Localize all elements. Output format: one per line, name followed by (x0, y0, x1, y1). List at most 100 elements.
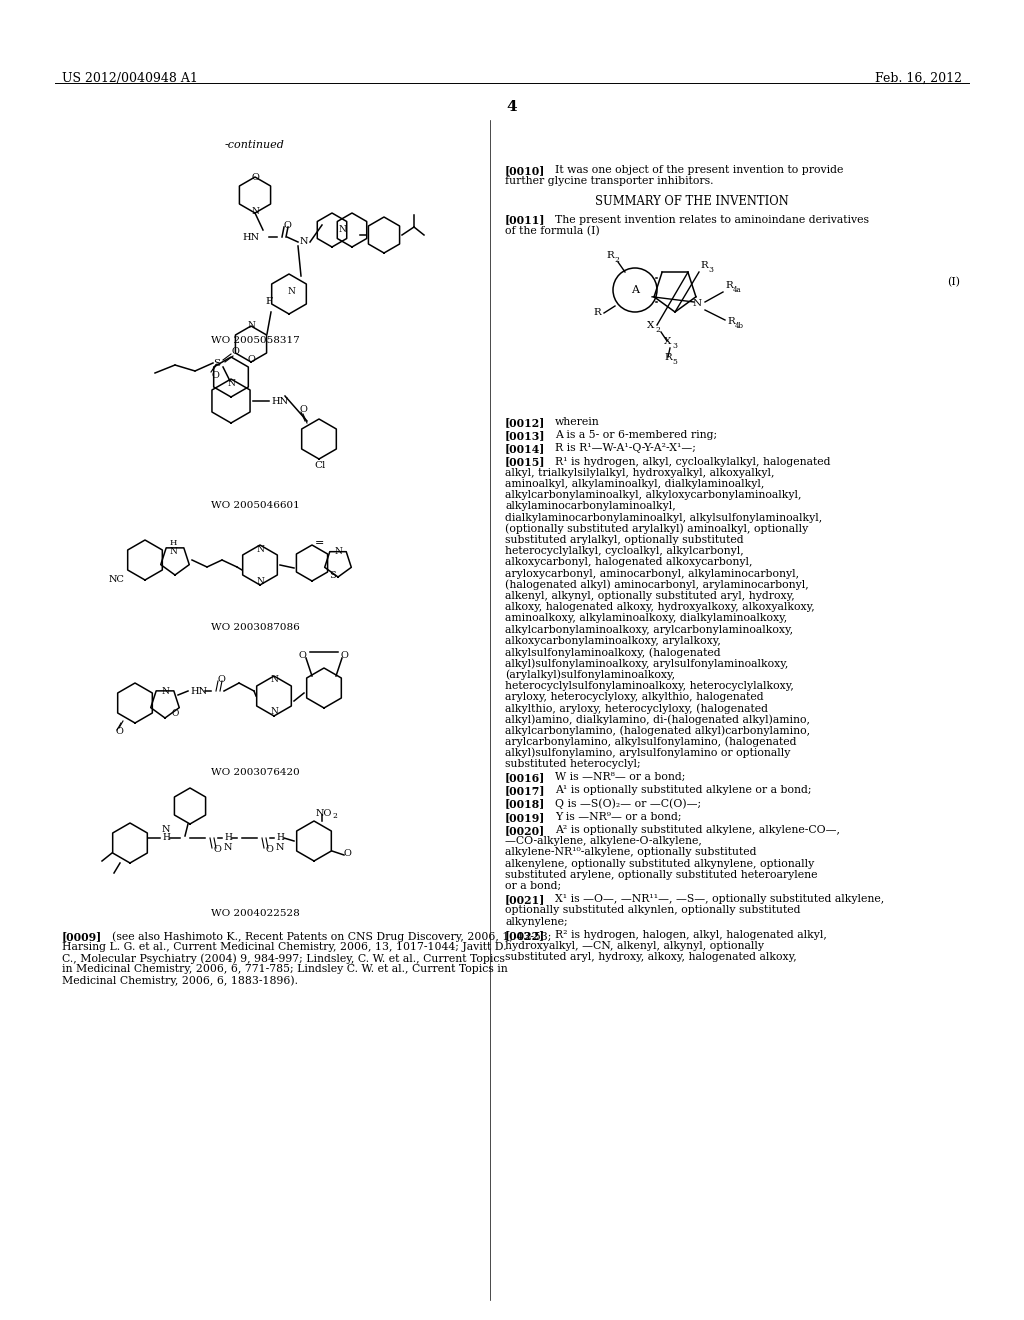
Text: Y is —NR⁹— or a bond;: Y is —NR⁹— or a bond; (555, 812, 682, 822)
Text: Medicinal Chemistry, 2006, 6, 1883-1896).: Medicinal Chemistry, 2006, 6, 1883-1896)… (62, 975, 298, 986)
Text: heterocyclylalkyl, cycloalkyl, alkylcarbonyl,: heterocyclylalkyl, cycloalkyl, alkylcarb… (505, 546, 743, 556)
Text: X¹ is —O—, —NR¹¹—, —S—, optionally substituted alkylene,: X¹ is —O—, —NR¹¹—, —S—, optionally subst… (555, 894, 885, 904)
Text: R: R (725, 281, 733, 290)
Text: or a bond;: or a bond; (505, 880, 561, 891)
Text: [0011]: [0011] (505, 215, 546, 226)
Text: N: N (224, 842, 232, 851)
Text: heterocyclylsulfonylaminoalkoxy, heterocyclylalkoxy,: heterocyclylsulfonylaminoalkoxy, heteroc… (505, 681, 794, 690)
Text: Feb. 16, 2012: Feb. 16, 2012 (874, 73, 962, 84)
Text: alkyl)sulfonylamino, arylsulfonylamino or optionally: alkyl)sulfonylamino, arylsulfonylamino o… (505, 748, 791, 759)
Text: —CO-alkylene, alkylene-O-alkylene,: —CO-alkylene, alkylene-O-alkylene, (505, 836, 701, 846)
Text: alkylene-NR¹⁰-alkylene, optionally substituted: alkylene-NR¹⁰-alkylene, optionally subst… (505, 847, 757, 858)
Text: R: R (700, 261, 708, 271)
Text: H: H (169, 539, 177, 546)
Text: (see also Hashimoto K., Recent Patents on CNS Drug Discovery, 2006, 1, 43-53;: (see also Hashimoto K., Recent Patents o… (112, 931, 551, 941)
Text: alkylthio, aryloxy, heterocyclyloxy, (halogenated: alkylthio, aryloxy, heterocyclyloxy, (ha… (505, 704, 768, 714)
Text: 4b: 4b (735, 322, 744, 330)
Text: 2: 2 (332, 812, 337, 820)
Text: substituted heterocyclyl;: substituted heterocyclyl; (505, 759, 641, 770)
Text: WO 2005058317: WO 2005058317 (211, 337, 299, 345)
Text: -continued: -continued (225, 140, 285, 150)
Text: A: A (631, 285, 639, 294)
Text: aminoalkyl, alkylaminoalkyl, dialkylaminoalkyl,: aminoalkyl, alkylaminoalkyl, dialkylamin… (505, 479, 764, 488)
Text: N: N (161, 688, 169, 697)
Text: N: N (338, 226, 346, 235)
Text: US 2012/0040948 A1: US 2012/0040948 A1 (62, 73, 198, 84)
Text: [0009]: [0009] (62, 931, 102, 942)
Text: of the formula (I): of the formula (I) (505, 226, 600, 236)
Text: O: O (212, 371, 220, 380)
Text: WO 2004022528: WO 2004022528 (211, 909, 299, 917)
Text: N: N (287, 288, 295, 297)
Text: Harsing L. G. et al., Current Medicinal Chemistry, 2006, 13, 1017-1044; Javitt D: Harsing L. G. et al., Current Medicinal … (62, 942, 507, 952)
Text: N: N (276, 842, 285, 851)
Text: [0015]: [0015] (505, 457, 546, 467)
Text: H: H (276, 833, 284, 842)
Text: N: N (270, 676, 278, 685)
Text: Cl: Cl (314, 461, 326, 470)
Text: R: R (727, 317, 735, 326)
Text: alkylcarbonylamino, (halogenated alkyl)carbonylamino,: alkylcarbonylamino, (halogenated alkyl)c… (505, 726, 810, 737)
Text: N: N (162, 825, 171, 833)
Text: [0022]: [0022] (505, 929, 545, 941)
Text: substituted arylene, optionally substituted heteroarylene: substituted arylene, optionally substitu… (505, 870, 817, 880)
Text: O: O (115, 726, 123, 735)
Text: further glycine transporter inhibitors.: further glycine transporter inhibitors. (505, 176, 714, 186)
Text: F: F (265, 297, 272, 306)
Text: O: O (299, 404, 307, 413)
Text: 2: 2 (614, 256, 618, 264)
Text: alkynylene;: alkynylene; (505, 916, 567, 927)
Text: (I): (I) (947, 277, 961, 288)
Text: HN: HN (242, 232, 259, 242)
Text: O: O (284, 220, 292, 230)
Text: [0020]: [0020] (505, 825, 545, 836)
Text: C., Molecular Psychiatry (2004) 9, 984-997; Lindsley, C. W. et al., Current Topi: C., Molecular Psychiatry (2004) 9, 984-9… (62, 953, 505, 964)
Text: optionally substituted alkynlen, optionally substituted: optionally substituted alkynlen, optiona… (505, 906, 801, 915)
Text: N: N (169, 546, 177, 556)
Text: 5: 5 (672, 358, 677, 366)
Text: alkoxycarbonyl, halogenated alkoxycarbonyl,: alkoxycarbonyl, halogenated alkoxycarbon… (505, 557, 753, 568)
Text: A² is optionally substituted alkylene, alkylene-CO—,: A² is optionally substituted alkylene, a… (555, 825, 840, 836)
Text: R: R (593, 308, 601, 317)
Text: alkylaminocarbonylaminoalkyl,: alkylaminocarbonylaminoalkyl, (505, 502, 676, 511)
Text: (halogenated alkyl) aminocarbonyl, arylaminocarbonyl,: (halogenated alkyl) aminocarbonyl, aryla… (505, 579, 809, 590)
Text: NO: NO (316, 808, 333, 817)
Text: N: N (270, 708, 278, 717)
Text: aryloxycarbonyl, aminocarbonyl, alkylaminocarbonyl,: aryloxycarbonyl, aminocarbonyl, alkylami… (505, 569, 799, 578)
Text: alkenyl, alkynyl, optionally substituted aryl, hydroxy,: alkenyl, alkynyl, optionally substituted… (505, 591, 795, 601)
Text: [0013]: [0013] (505, 430, 546, 441)
Text: substituted aryl, hydroxy, alkoxy, halogenated alkoxy,: substituted aryl, hydroxy, alkoxy, halog… (505, 952, 797, 962)
Text: alkyl)sulfonylaminoalkoxy, arylsulfonylaminoalkoxy,: alkyl)sulfonylaminoalkoxy, arylsulfonyla… (505, 659, 788, 669)
Text: 4: 4 (507, 100, 517, 114)
Text: A is a 5- or 6-membered ring;: A is a 5- or 6-membered ring; (555, 430, 717, 440)
Text: W is —NR⁸— or a bond;: W is —NR⁸— or a bond; (555, 772, 685, 783)
Text: R¹ is hydrogen, alkyl, cycloalkylalkyl, halogenated: R¹ is hydrogen, alkyl, cycloalkylalkyl, … (555, 457, 830, 466)
Text: HN: HN (190, 686, 207, 696)
Text: O: O (218, 675, 226, 684)
Text: O: O (265, 846, 272, 854)
Text: 3: 3 (708, 267, 713, 275)
Text: substituted arylalkyl, optionally substituted: substituted arylalkyl, optionally substi… (505, 535, 743, 545)
Text: O: O (340, 652, 348, 660)
Text: (optionally substituted arylalkyl) aminoalkyl, optionally: (optionally substituted arylalkyl) amino… (505, 524, 808, 535)
Text: It was one object of the present invention to provide: It was one object of the present inventi… (555, 165, 844, 176)
Text: HN: HN (271, 396, 288, 405)
Text: [0014]: [0014] (505, 444, 546, 454)
Text: [0017]: [0017] (505, 785, 546, 796)
Text: dialkylaminocarbonylaminoalkyl, alkylsulfonylaminoalkyl,: dialkylaminocarbonylaminoalkyl, alkylsul… (505, 512, 822, 523)
Text: aryloxy, heterocyclyloxy, alkylthio, halogenated: aryloxy, heterocyclyloxy, alkylthio, hal… (505, 692, 764, 702)
Text: alkyl, trialkylsilylalkyl, hydroxyalkyl, alkoxyalkyl,: alkyl, trialkylsilylalkyl, hydroxyalkyl,… (505, 467, 774, 478)
Text: H: H (224, 833, 231, 842)
Text: [0021]: [0021] (505, 894, 546, 906)
Text: SUMMARY OF THE INVENTION: SUMMARY OF THE INVENTION (595, 195, 788, 209)
Text: aminoalkoxy, alkylaminoalkoxy, dialkylaminoalkoxy,: aminoalkoxy, alkylaminoalkoxy, dialkylam… (505, 614, 787, 623)
Text: WO 2003087086: WO 2003087086 (211, 623, 299, 632)
Text: [0018]: [0018] (505, 799, 546, 809)
Text: 2: 2 (655, 326, 659, 334)
Text: 3: 3 (672, 342, 677, 350)
Text: N: N (256, 577, 264, 586)
Text: N: N (256, 544, 264, 553)
Text: S: S (330, 570, 336, 579)
Text: alkyl)amino, dialkylamino, di-(halogenated alkyl)amino,: alkyl)amino, dialkylamino, di-(halogenat… (505, 714, 810, 725)
Text: O: O (171, 710, 178, 718)
